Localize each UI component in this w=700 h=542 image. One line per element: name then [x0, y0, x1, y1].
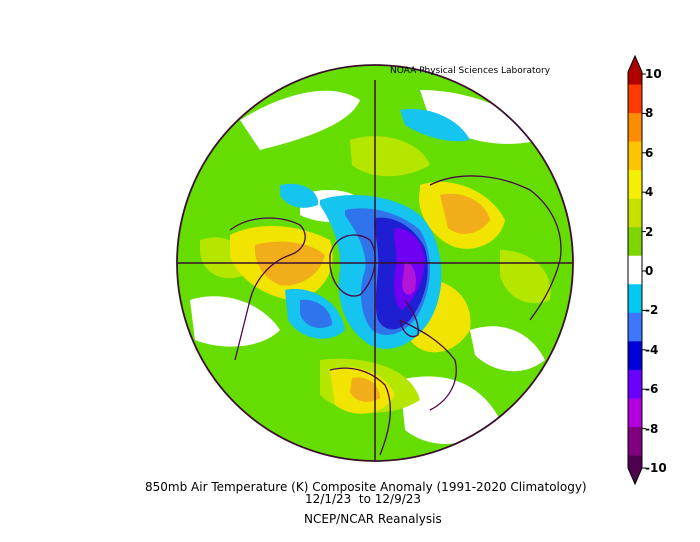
- coastline-north-america: [229, 217, 306, 361]
- colorbar-segment: [628, 341, 642, 371]
- credit-label: NOAA Physical Sciences Laboratory: [390, 66, 551, 76]
- colorbar-tick-label: 2: [645, 224, 654, 239]
- warm-region: [350, 377, 380, 402]
- warm-region: [440, 193, 490, 234]
- colorbar-tick-label: 0: [645, 264, 654, 278]
- colorbar-segment: [628, 56, 642, 86]
- colorbar-tick-label: -2: [645, 303, 659, 318]
- colorbar-tick-label: -6: [645, 382, 659, 397]
- colorbar-tick-label: -4: [645, 342, 659, 357]
- coastline-greenland: [329, 234, 376, 297]
- coastlines: [229, 175, 562, 456]
- map-boundary: [176, 64, 574, 462]
- colorbar-segment: [628, 455, 642, 484]
- colorbar-tick-label: 4: [645, 185, 654, 200]
- colorbar-tick-label: 10: [645, 67, 662, 81]
- colorbar-segment: [628, 113, 642, 143]
- colorbar-segment: [628, 198, 642, 228]
- colorbar-segment: [628, 426, 642, 456]
- cold-region: [300, 299, 332, 328]
- colorbar-segment: [628, 170, 642, 200]
- coastline-scandinavia: [399, 299, 419, 338]
- colorbar-tick-label: -8: [645, 421, 659, 436]
- coastline-africa: [329, 367, 392, 456]
- colorbar-segment: [628, 312, 642, 342]
- colorbar-segment: [628, 141, 642, 171]
- cold-region: [280, 183, 319, 208]
- colorbar-segment: [628, 398, 642, 428]
- colorbar: [628, 56, 642, 484]
- colorbar-segment: [628, 84, 642, 114]
- colorbar-segment: [628, 369, 642, 399]
- colorbar-tick-label: -10: [645, 461, 667, 475]
- neutral-region: [400, 376, 500, 444]
- cold-region: [400, 109, 470, 142]
- caption-line-3: NCEP/NCAR Reanalysis: [304, 512, 442, 526]
- colorbar-ticks: [642, 73, 646, 469]
- caption-line-1: 850mb Air Temperature (K) Composite Anom…: [145, 480, 587, 494]
- cold-region: [402, 262, 416, 295]
- colorbar-segment: [628, 227, 642, 257]
- colorbar-tick-label: 6: [645, 145, 654, 160]
- caption-line-2: 12/1/23 to 12/9/23: [305, 492, 422, 506]
- colorbar-segment: [628, 284, 642, 314]
- neutral-region: [190, 296, 280, 347]
- neutral-region: [240, 90, 360, 150]
- coastline-asia: [429, 175, 562, 321]
- neutral-region: [470, 326, 545, 372]
- colorbar-tick-label: 8: [645, 106, 654, 121]
- colorbar-segment: [628, 255, 642, 285]
- light-green-region: [350, 136, 430, 177]
